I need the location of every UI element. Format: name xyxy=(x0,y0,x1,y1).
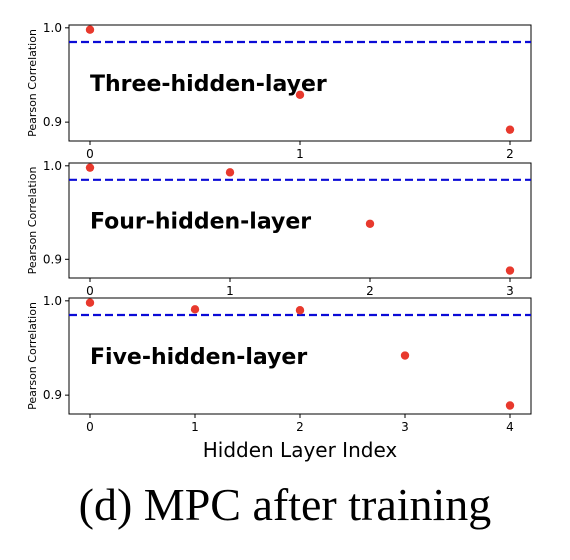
x-tick-label: 3 xyxy=(401,420,409,434)
x-axis-label: Hidden Layer Index xyxy=(203,438,398,462)
x-tick-label: 3 xyxy=(506,284,514,298)
y-tick-label: 1.0 xyxy=(43,294,62,308)
data-point xyxy=(505,125,515,134)
y-tick-label: 0.9 xyxy=(43,252,62,266)
y-axis-label: Pearson Correlation xyxy=(26,302,39,410)
x-tick-label: 0 xyxy=(86,147,94,161)
y-axis-label: Pearson Correlation xyxy=(26,167,39,275)
y-tick-label: 0.9 xyxy=(43,115,62,129)
data-point xyxy=(225,168,235,177)
panel-annotation: Three-hidden-layer xyxy=(90,72,327,97)
data-point xyxy=(190,305,200,314)
y-tick-label: 1.0 xyxy=(43,159,62,173)
figure-caption: (d) MPC after training xyxy=(78,479,492,530)
plot-frame xyxy=(68,162,532,279)
x-tick-label: 2 xyxy=(366,284,374,298)
y-axis-label: Pearson Correlation xyxy=(26,29,39,137)
chart-panel: 0.9 1.0 0 1 2 3 Pearson Correlation Four-hidden… xyxy=(26,159,532,298)
data-point xyxy=(85,298,95,307)
panel-annotation: Four-hidden-layer xyxy=(90,210,311,235)
data-point xyxy=(400,351,410,360)
panel-annotation: Five-hidden-layer xyxy=(90,345,307,370)
x-tick-label: 0 xyxy=(86,284,94,298)
x-tick-label: 1 xyxy=(191,420,199,434)
figure: 0.9 1.0 0 1 2 Pearson Correlation Three-hidden… xyxy=(26,21,532,462)
x-tick-label: 4 xyxy=(506,420,514,434)
data-point xyxy=(295,306,305,315)
data-point xyxy=(85,163,95,172)
y-tick-label: 0.9 xyxy=(43,388,62,402)
data-point xyxy=(505,401,515,410)
data-point xyxy=(505,266,515,275)
x-tick-label: 1 xyxy=(296,147,304,161)
chart-panel: 0.9 1.0 0 1 2 Pearson Correlation Three-hidden… xyxy=(26,21,532,161)
x-tick-label: 0 xyxy=(86,420,94,434)
chart-panel: 0.9 1.0 0 1 2 3 4 Pearson Correlation Five-hidde… xyxy=(26,294,532,462)
data-point xyxy=(365,219,375,228)
x-tick-label: 2 xyxy=(506,147,514,161)
data-point xyxy=(85,25,95,34)
x-tick-label: 1 xyxy=(226,284,234,298)
data-point xyxy=(295,90,305,99)
y-tick-label: 1.0 xyxy=(43,21,62,35)
x-tick-label: 2 xyxy=(296,420,304,434)
